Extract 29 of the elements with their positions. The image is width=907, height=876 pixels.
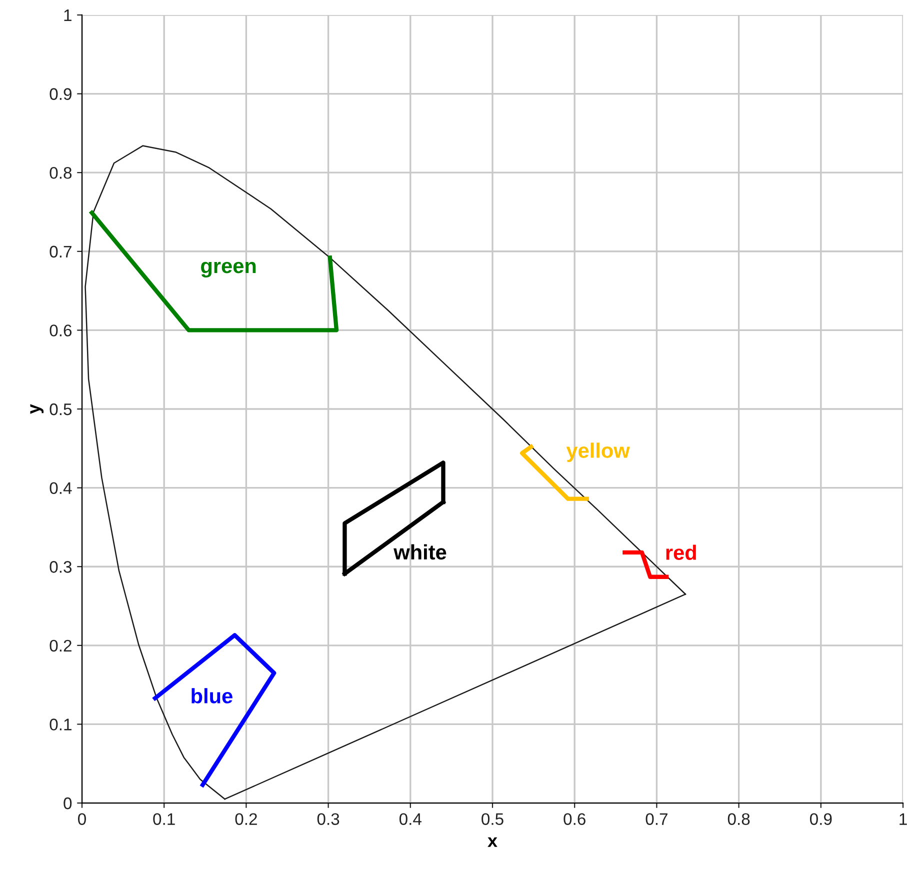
y-tick-label: 0.9 bbox=[50, 88, 72, 100]
y-tick-label: 0.7 bbox=[50, 246, 72, 258]
y-tick-label: 0.1 bbox=[50, 718, 72, 730]
x-tick-label: 0.5 bbox=[482, 813, 504, 825]
y-tick-label: 0.2 bbox=[50, 640, 72, 652]
y-axis-title: y bbox=[30, 404, 44, 414]
text: white bbox=[394, 544, 446, 560]
text: green bbox=[201, 262, 256, 278]
y-tick-label: 0.5 bbox=[50, 403, 72, 416]
y-tick-label: 0.6 bbox=[50, 324, 72, 336]
series-label: yellow bbox=[566, 442, 630, 462]
x-tick-label: 0.8 bbox=[728, 813, 750, 825]
y-tick-label: 0 bbox=[64, 797, 72, 810]
x-tick-label: 0.4 bbox=[399, 813, 422, 825]
y-tick-label: 1 bbox=[64, 10, 72, 22]
x-axis-title: x bbox=[488, 837, 498, 847]
series-label: red bbox=[666, 544, 696, 560]
x-tick-label: 0.7 bbox=[646, 813, 668, 825]
y-tick-label: 0.3 bbox=[50, 561, 72, 573]
x-tick-label: 0.6 bbox=[564, 813, 586, 825]
x-tick-label: 0.3 bbox=[317, 813, 340, 825]
x-tick-label: 0.9 bbox=[810, 813, 832, 825]
series-label: blue bbox=[192, 688, 232, 704]
x-tick-label: 0 bbox=[78, 813, 86, 825]
y-tick-label: 0.8 bbox=[50, 166, 72, 179]
x-tick-label: 0.2 bbox=[235, 813, 257, 825]
x-tick-label: 0.1 bbox=[153, 813, 175, 825]
x-tick-label: 1 bbox=[900, 813, 907, 825]
y-tick-label: 0.4 bbox=[50, 482, 72, 494]
